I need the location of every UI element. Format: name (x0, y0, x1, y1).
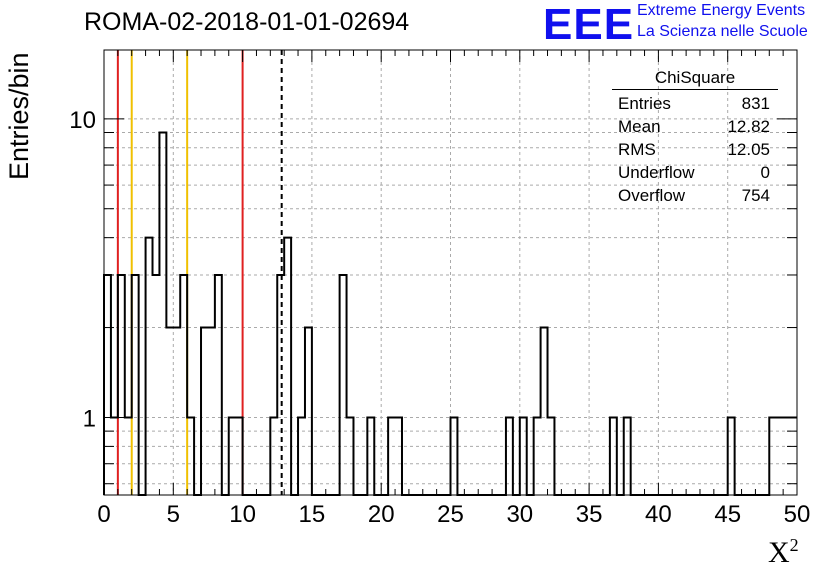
histogram-bin (451, 417, 458, 495)
histogram-bin (236, 417, 243, 495)
histogram-bin (153, 275, 160, 495)
x-tick-label: 40 (645, 501, 672, 528)
stats-value: 12.05 (727, 140, 770, 159)
x-tick-label: 0 (97, 501, 110, 528)
histogram-bin (506, 417, 513, 495)
histogram-bin (340, 275, 347, 495)
x-tick-label: 30 (506, 501, 533, 528)
stats-value: 831 (741, 94, 770, 113)
axis-ticks: 0 5 10 15 20 25 30 35 40 45 50 1 10 (69, 50, 810, 528)
y-tick-label: 1 (83, 405, 96, 432)
histogram-bin (395, 417, 402, 495)
x-tick-label: 50 (784, 501, 811, 528)
histogram-bin (104, 275, 111, 495)
histogram-bin (159, 132, 166, 495)
stats-label: Entries (618, 94, 671, 113)
stats-label: Underflow (618, 163, 695, 182)
histogram-bin (277, 275, 284, 495)
x-tick-label: 25 (437, 501, 464, 528)
histogram-bin (208, 328, 215, 495)
stats-value: 0 (760, 163, 770, 182)
stats-row: Mean 12.82 (612, 115, 778, 138)
histogram-bin (146, 238, 153, 495)
histogram-bin (548, 417, 555, 495)
stats-row: Underflow 0 (612, 161, 778, 184)
y-axis-label: Entries/bin (4, 52, 34, 180)
histogram-bin (284, 238, 291, 495)
x-tick-label: 20 (368, 501, 395, 528)
stats-label: RMS (618, 140, 656, 159)
histogram-bin (367, 417, 374, 495)
histogram-bin (125, 417, 132, 495)
histogram-bin (166, 328, 173, 495)
histogram-bin (520, 417, 527, 495)
stats-row: Overflow 754 (612, 184, 778, 207)
eee-logo: EEE (543, 0, 635, 49)
histogram-bin (201, 328, 208, 495)
stats-label: Mean (618, 117, 661, 136)
stats-row: Entries 831 (612, 92, 778, 115)
histogram-bin (270, 417, 277, 495)
stats-value: 12.82 (727, 117, 770, 136)
x-tick-label: 15 (299, 501, 326, 528)
x-axis-label-base: X (768, 536, 790, 569)
chart-title: ROMA-02-2018-01-01-02694 (84, 8, 410, 36)
stats-title: ChiSquare (612, 67, 778, 90)
histogram-bin (187, 417, 194, 495)
histogram-bin (624, 417, 631, 495)
stats-box: ChiSquare Entries 831 Mean 12.82 RMS 12.05 … (612, 67, 778, 207)
histogram-bin (541, 328, 548, 495)
histogram-bin (215, 275, 222, 495)
histogram-bin (388, 417, 395, 495)
x-axis-label-superscript: 2 (789, 535, 799, 555)
histogram-bin (728, 417, 735, 495)
histogram-bin (132, 275, 139, 495)
logo-subtitle-2: La Scienza nelle Scuole (637, 23, 808, 40)
stats-value: 754 (741, 186, 770, 205)
histogram-bin (534, 417, 541, 495)
histogram-bin (769, 417, 776, 495)
histogram-bin (298, 417, 305, 495)
x-tick-label: 45 (714, 501, 741, 528)
x-axis-label: X2 (768, 535, 799, 570)
x-tick-label: 5 (167, 501, 180, 528)
stats-label: Overflow (618, 186, 686, 205)
histogram-bin (776, 417, 783, 495)
histogram-bin (229, 417, 236, 495)
histogram-bin (610, 417, 617, 495)
y-tick-label: 10 (69, 107, 96, 134)
histogram-bin (118, 275, 125, 495)
histogram-bin (347, 417, 354, 495)
x-tick-label: 10 (229, 501, 256, 528)
histogram-bin (173, 328, 180, 495)
histogram-bin (180, 275, 187, 495)
logo-subtitle-1: Extreme Energy Events (637, 2, 806, 19)
x-tick-label: 35 (576, 501, 603, 528)
reference-lines (116, 50, 283, 495)
stats-row: RMS 12.05 (612, 138, 778, 161)
histogram-bin (305, 328, 312, 495)
